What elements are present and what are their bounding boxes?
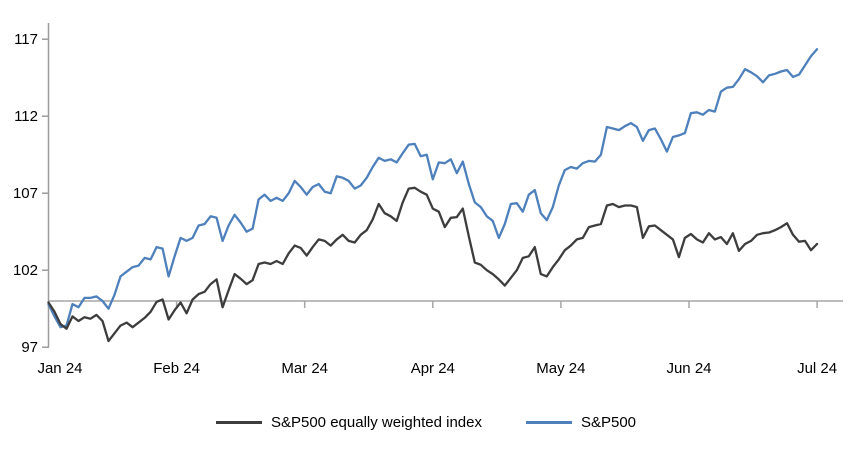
x-tick-label: Jan 24 [37,360,82,377]
legend-item-equal-weight: S&P500 equally weighted index [215,414,482,431]
sp500-line-swatch [525,421,572,424]
chart-legend: S&P500 equally weighted index S&P500 [0,414,852,431]
x-tick-label: Mar 24 [281,360,328,377]
x-tick-label: Jul 24 [797,360,837,377]
y-tick-label: 117 [14,31,38,48]
x-tick-label: May 24 [536,360,585,377]
y-tick-label: 97 [21,339,38,356]
series-sp500-line [47,48,819,329]
series-equal-weight-line [47,186,819,343]
x-tick-label: Jun 24 [666,360,711,377]
x-tick-label: Feb 24 [153,360,200,377]
legend-label-equal-weight: S&P500 equally weighted index [270,414,482,431]
equal-weight-line-swatch [215,421,262,424]
y-tick-label: 112 [14,108,38,125]
x-tick-label: Apr 24 [411,360,455,377]
legend-label-sp500: S&P500 [580,414,637,431]
legend-item-sp500: S&P500 [525,414,637,431]
y-tick-label: 102 [13,262,38,279]
y-tick-label: 107 [13,185,38,202]
